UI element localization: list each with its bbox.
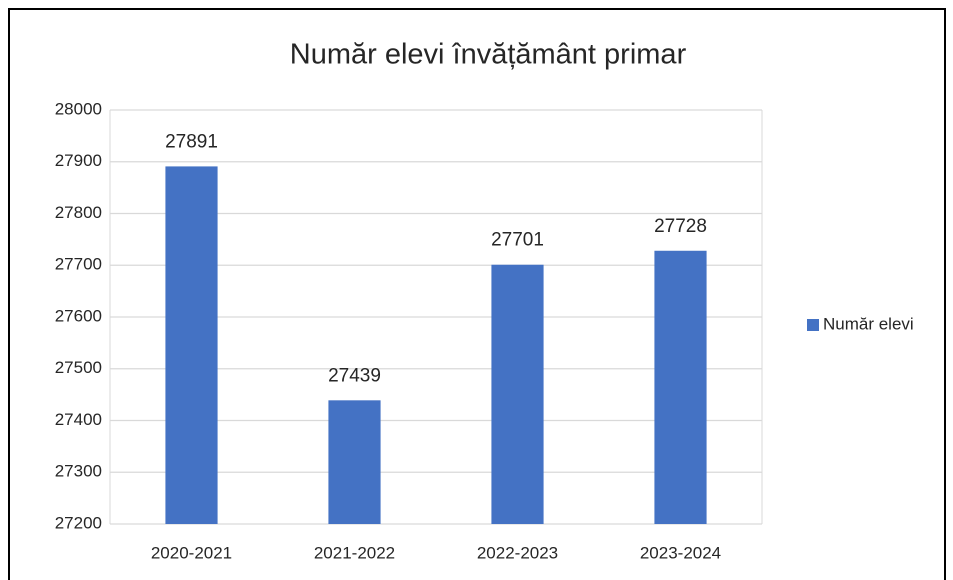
y-tick-label: 27900 — [55, 151, 102, 170]
x-tick-label: 2020-2021 — [151, 543, 232, 562]
bar — [328, 400, 381, 524]
legend-label: Număr elevi — [823, 314, 914, 333]
y-tick-label: 27500 — [55, 358, 102, 377]
x-tick-label: 2023-2024 — [640, 543, 721, 562]
legend-swatch — [807, 319, 819, 331]
x-tick-label: 2022-2023 — [477, 543, 558, 562]
y-tick-label: 27600 — [55, 306, 102, 325]
bar — [491, 264, 544, 524]
y-tick-label: 27300 — [55, 462, 102, 481]
y-tick-label: 27800 — [55, 203, 102, 222]
y-tick-label: 27200 — [55, 513, 102, 532]
data-label: 27701 — [491, 230, 544, 251]
bar — [165, 166, 218, 524]
data-label: 27439 — [328, 365, 381, 386]
bar — [654, 250, 707, 524]
chart-frame — [8, 8, 946, 580]
y-tick-label: 28000 — [55, 99, 102, 118]
data-label: 27891 — [165, 131, 218, 152]
y-tick-label: 27400 — [55, 410, 102, 429]
data-label: 27728 — [654, 216, 707, 237]
chart-title: Număr elevi învățământ primar — [290, 39, 687, 71]
x-tick-label: 2021-2022 — [314, 543, 395, 562]
y-tick-label: 27700 — [55, 255, 102, 274]
